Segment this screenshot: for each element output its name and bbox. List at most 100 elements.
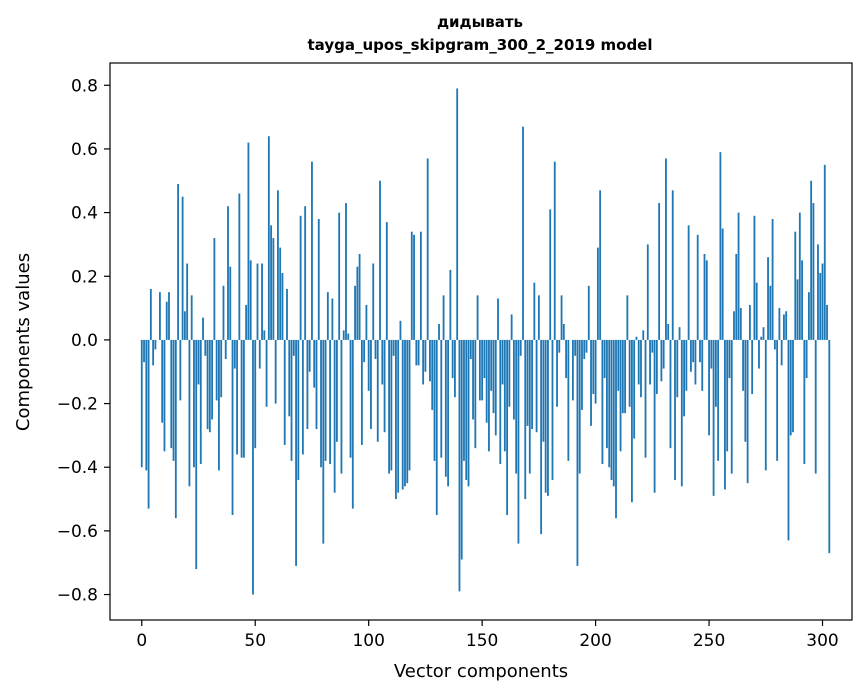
- bar: [306, 339, 309, 430]
- bar: [828, 339, 831, 554]
- bar: [817, 244, 819, 340]
- bar: [406, 339, 409, 484]
- bar: [218, 339, 220, 471]
- bar: [662, 339, 665, 369]
- bar: [794, 231, 797, 340]
- y-tick-label: −0.8: [57, 586, 98, 606]
- x-tick-label: 300: [806, 631, 838, 651]
- bar: [240, 339, 243, 458]
- bar: [426, 158, 429, 340]
- bar: [388, 339, 391, 474]
- bar: [603, 339, 606, 379]
- bar: [624, 339, 626, 414]
- bar: [358, 253, 361, 340]
- bar: [778, 308, 781, 340]
- bar: [535, 339, 538, 433]
- bar: [401, 339, 404, 490]
- bar: [186, 263, 189, 340]
- bar: [467, 339, 470, 487]
- bar: [465, 339, 468, 480]
- bar: [174, 339, 177, 519]
- bar: [267, 136, 270, 340]
- bar: [733, 311, 735, 340]
- bar: [760, 336, 763, 340]
- bar: [392, 339, 395, 356]
- bar: [508, 339, 511, 407]
- bar: [365, 304, 368, 340]
- bar: [419, 231, 422, 340]
- bar: [739, 308, 742, 340]
- bar: [642, 330, 645, 340]
- chart-title: дидывать: [437, 13, 523, 31]
- bar: [785, 311, 788, 340]
- bar: [236, 339, 238, 455]
- bar: [145, 339, 148, 471]
- bar: [587, 285, 590, 340]
- bar: [665, 158, 667, 340]
- bar: [252, 339, 254, 595]
- bar: [397, 339, 400, 493]
- bar: [435, 339, 438, 515]
- bar: [370, 339, 372, 430]
- bar: [710, 339, 713, 369]
- bar: [395, 339, 397, 500]
- bar: [544, 339, 547, 493]
- bar: [211, 339, 214, 420]
- bar: [311, 161, 313, 340]
- bar: [170, 339, 173, 449]
- bar: [583, 339, 586, 360]
- bar: [197, 339, 200, 385]
- bar: [667, 323, 670, 340]
- bar: [787, 339, 790, 541]
- bar: [630, 339, 633, 503]
- y-tick-label: 0.4: [71, 204, 98, 224]
- bar: [233, 339, 236, 369]
- bar: [163, 339, 166, 452]
- bar: [522, 126, 524, 340]
- bar: [481, 339, 484, 401]
- x-tick-label: 50: [244, 631, 266, 651]
- bar: [195, 339, 198, 570]
- bar: [689, 339, 692, 372]
- bar: [415, 339, 418, 366]
- bar: [315, 339, 318, 430]
- bar: [165, 301, 168, 340]
- bar: [472, 339, 474, 420]
- bar: [179, 339, 182, 401]
- bar: [279, 247, 282, 340]
- bar: [367, 339, 370, 391]
- bar: [771, 218, 774, 340]
- bar: [469, 339, 472, 360]
- bar: [823, 164, 826, 340]
- bar: [497, 298, 499, 340]
- bar: [658, 203, 661, 340]
- y-tick-label: −0.4: [57, 458, 98, 478]
- bar: [581, 339, 583, 410]
- bar: [769, 285, 772, 340]
- bar: [295, 339, 297, 566]
- bar: [596, 247, 599, 340]
- bar: [329, 339, 332, 465]
- bar: [753, 215, 756, 340]
- bar: [606, 339, 608, 449]
- bar: [551, 339, 554, 480]
- bar: [805, 339, 808, 379]
- bar: [374, 339, 377, 360]
- bar: [172, 339, 175, 461]
- bar: [776, 339, 779, 461]
- bar: [199, 339, 202, 465]
- bar: [801, 260, 803, 340]
- bar: [721, 228, 724, 340]
- bar: [783, 314, 785, 340]
- bar: [590, 339, 592, 426]
- bar: [338, 212, 341, 340]
- bar: [744, 339, 747, 442]
- bar: [724, 339, 726, 490]
- bar: [290, 339, 293, 461]
- bar: [385, 222, 388, 340]
- bar: [501, 339, 504, 385]
- bar: [821, 263, 824, 340]
- bar: [556, 339, 558, 407]
- bar: [633, 339, 636, 439]
- bar: [612, 339, 615, 487]
